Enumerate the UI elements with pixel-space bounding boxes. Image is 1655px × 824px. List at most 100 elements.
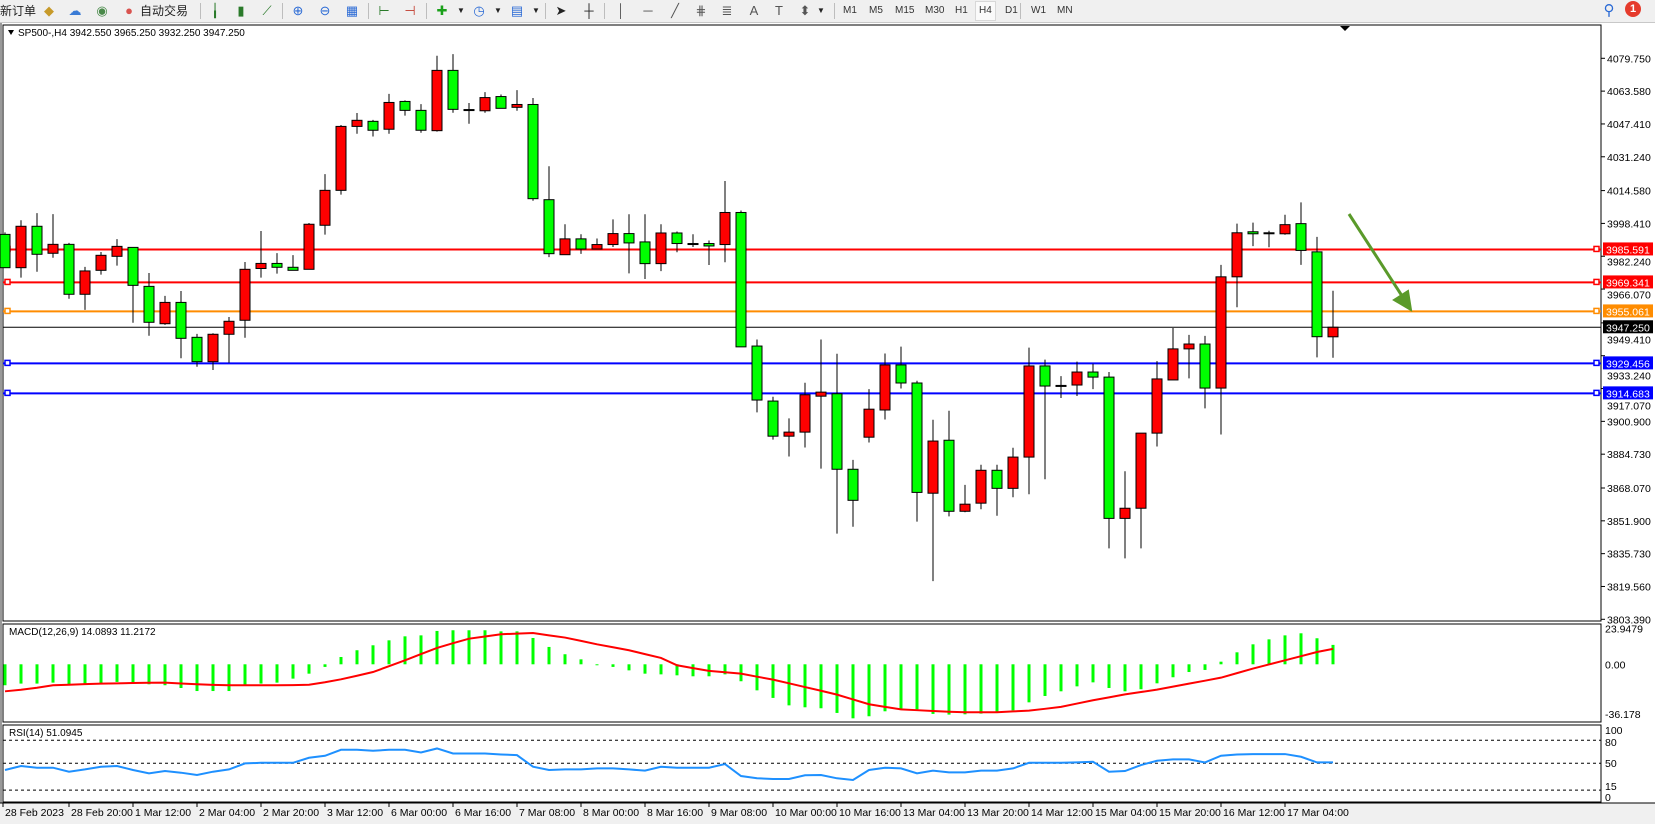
price-tick-label: 3998.410: [1607, 218, 1651, 230]
timeframe-m30[interactable]: M30: [925, 5, 945, 16]
horizontal-line-handle-left[interactable]: [4, 359, 11, 367]
candle-body: [847, 468, 859, 501]
timeframe-m15[interactable]: M15: [895, 5, 915, 16]
periods-clock-icon[interactable]: ◷: [473, 3, 485, 18]
timeframe-w1[interactable]: W1: [1031, 5, 1046, 16]
candle-body: [815, 391, 827, 397]
line-chart-icon[interactable]: ⟋: [262, 3, 272, 18]
candle-body: [447, 69, 459, 110]
candle-body: [351, 119, 363, 127]
candle-body: [399, 100, 411, 111]
chart-background: [0, 22, 1655, 824]
horizontal-line-handle-right[interactable]: [1593, 278, 1600, 286]
timeframe-mn[interactable]: MN: [1057, 5, 1073, 16]
candle-body: [207, 333, 219, 363]
candle-body: [463, 109, 475, 112]
horizontal-line-handle-left[interactable]: [4, 389, 11, 397]
auto-trading-button[interactable]: 自动交易: [140, 4, 189, 18]
vertical-line-icon[interactable]: │: [616, 3, 626, 18]
trend-arrow-head-icon[interactable]: [1392, 289, 1413, 312]
horizontal-line-handle-right[interactable]: [1593, 245, 1600, 253]
horizontal-line-handle-right[interactable]: [1593, 359, 1600, 367]
chart-shift-icon[interactable]: ⊢: [378, 3, 390, 18]
notification-badge[interactable]: 1: [1625, 1, 1641, 17]
candle-body: [175, 301, 187, 339]
arrows-icon[interactable]: ⬍: [799, 3, 811, 18]
candle-body: [1263, 232, 1275, 235]
candle-body: [1183, 343, 1195, 350]
candle-body: [959, 503, 971, 512]
bar-chart-icon[interactable]: ╽: [211, 3, 219, 18]
text-icon[interactable]: A: [749, 3, 759, 18]
macd-tick-label: 0.00: [1605, 659, 1626, 671]
text-label-icon[interactable]: T: [775, 3, 783, 18]
chevron-down-icon[interactable]: ▼: [532, 6, 540, 15]
candle-body: [1231, 232, 1243, 278]
new-indicator-icon[interactable]: ✚: [436, 3, 448, 18]
auto-trading-icon[interactable]: ●: [125, 3, 133, 18]
crosshair-icon[interactable]: ┼: [584, 3, 594, 18]
candle-body: [127, 246, 139, 286]
timeframe-h4[interactable]: H4: [975, 1, 996, 21]
horizontal-line-price-label: 3929.456: [1606, 358, 1650, 370]
chevron-down-icon[interactable]: ▼: [817, 6, 825, 15]
chevron-down-icon[interactable]: ▼: [494, 6, 502, 15]
timeframe-m1[interactable]: M1: [843, 5, 857, 16]
signal-icon[interactable]: ◉: [96, 3, 108, 18]
templates-icon[interactable]: ▤: [510, 3, 524, 18]
candle-body: [1103, 376, 1115, 519]
candle-body: [671, 232, 683, 245]
collapse-triangle-icon[interactable]: [8, 30, 14, 35]
candle-body: [895, 364, 907, 384]
time-axis-bar: [0, 803, 1655, 824]
search-icon[interactable]: ⚲: [1603, 2, 1615, 19]
candle-body: [511, 103, 523, 108]
time-label: 16 Mar 12:00: [1223, 807, 1285, 819]
time-label: 10 Mar 00:00: [775, 807, 837, 819]
tile-windows-icon[interactable]: ▦: [345, 3, 359, 18]
price-tick-label: 4031.240: [1607, 152, 1651, 164]
candle-body: [607, 233, 619, 246]
separator: [545, 3, 546, 19]
price-tick-label: 3949.410: [1607, 334, 1651, 346]
new-order-button[interactable]: 新订单: [0, 4, 37, 18]
candle-body: [79, 270, 91, 295]
trend-arrow-shaft[interactable]: [1347, 213, 1406, 300]
candle-body: [431, 69, 443, 132]
separator: [834, 3, 835, 19]
horizontal-line-handle-right[interactable]: [1593, 307, 1600, 315]
rsi-tick-label: 100: [1605, 725, 1623, 737]
zoom-out-icon[interactable]: ⊖: [319, 3, 331, 18]
candle-body: [415, 109, 427, 131]
separator: [200, 3, 201, 19]
horizontal-line-price-label: 3985.591: [1606, 244, 1650, 256]
timeframe-d1[interactable]: D1: [1005, 5, 1018, 16]
horizontal-line-icon[interactable]: ─: [643, 3, 653, 18]
horizontal-line-handle-left[interactable]: [4, 278, 11, 286]
timeframe-m5[interactable]: M5: [869, 5, 883, 16]
horizontal-line-handle-right[interactable]: [1593, 389, 1600, 397]
trend-line-icon[interactable]: ╱: [671, 3, 679, 18]
cursor-icon[interactable]: ➤: [555, 3, 567, 18]
autoscroll-icon[interactable]: ⊣: [404, 3, 416, 18]
fibonacci-fan-icon[interactable]: ≣: [721, 3, 733, 18]
open-folder-icon[interactable]: ◆: [44, 3, 54, 18]
chart-shift-marker-icon[interactable]: [1340, 26, 1350, 31]
candlestick-icon[interactable]: ▮: [237, 3, 245, 18]
zoom-in-icon[interactable]: ⊕: [292, 3, 304, 18]
candle-body: [1311, 251, 1323, 338]
candle-body: [287, 266, 299, 271]
chevron-down-icon[interactable]: ▼: [457, 6, 465, 15]
candle-body: [1247, 231, 1259, 235]
candle-body: [1023, 365, 1035, 458]
bid-line-price-box: [1603, 320, 1653, 334]
cloud-profile-icon[interactable]: ☁: [68, 3, 82, 18]
timeframe-h1[interactable]: H1: [955, 5, 968, 16]
fibonacci-icon[interactable]: ⋕: [695, 3, 707, 18]
candle-body: [735, 211, 747, 348]
horizontal-line-handle-left[interactable]: [4, 307, 11, 315]
horizontal-line-price-label: 3969.341: [1606, 277, 1650, 289]
candle-body: [15, 225, 27, 269]
horizontal-line-price-box: [1603, 386, 1653, 400]
